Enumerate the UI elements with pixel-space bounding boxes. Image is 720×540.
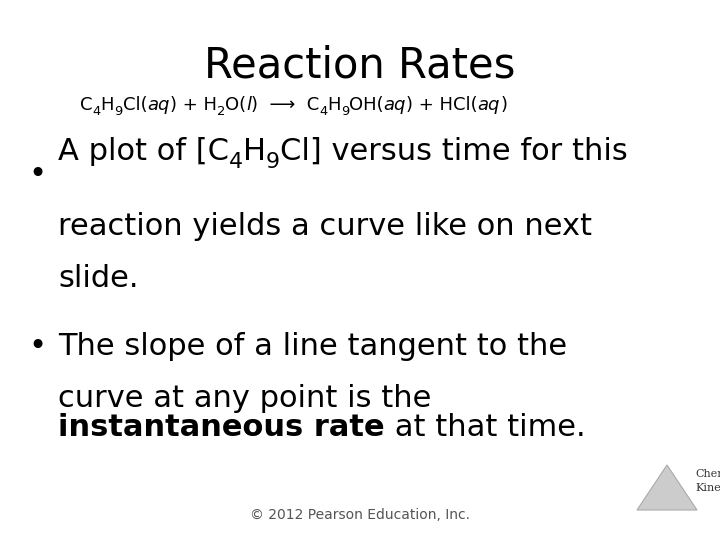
Text: aq: aq [478,96,500,114]
Text: A plot of [C: A plot of [C [58,137,229,166]
Text: 9: 9 [341,105,349,118]
Text: Kinetics: Kinetics [695,483,720,493]
Text: Cl] versus time for this: Cl] versus time for this [280,137,628,166]
Text: 2: 2 [217,105,225,118]
Polygon shape [637,465,697,510]
Text: slide.: slide. [58,264,138,293]
Text: •: • [28,332,46,361]
Text: aq: aq [384,96,406,114]
Text: at that time.: at that time. [384,413,585,442]
Text: H: H [101,96,114,114]
Text: O(: O( [225,96,246,114]
Text: curve at any point is the: curve at any point is the [58,383,431,413]
Text: •: • [28,160,46,189]
Text: Cl(: Cl( [122,96,147,114]
Text: reaction yields a curve like on next: reaction yields a curve like on next [58,212,592,241]
Text: The slope of a line tangent to the: The slope of a line tangent to the [58,332,567,361]
Text: © 2012 Pearson Education, Inc.: © 2012 Pearson Education, Inc. [250,508,470,522]
Text: Reaction Rates: Reaction Rates [204,45,516,87]
Text: ): ) [500,96,507,114]
Text: ) + HCl(: ) + HCl( [406,96,478,114]
Text: ) + H: ) + H [169,96,217,114]
Text: 9: 9 [266,152,280,172]
Text: H: H [243,137,266,166]
Text: OH(: OH( [349,96,384,114]
Text: 4: 4 [319,105,328,118]
Text: C: C [80,96,92,114]
Text: 4: 4 [92,105,101,118]
Text: 9: 9 [114,105,122,118]
Text: instantaneous rate: instantaneous rate [58,413,384,442]
Text: 4: 4 [229,152,243,172]
Text: aq: aq [147,96,169,114]
Text: H: H [328,96,341,114]
Text: )  ⟶  C: ) ⟶ C [251,96,319,114]
Text: l: l [246,96,251,114]
Text: Chemical: Chemical [695,469,720,479]
